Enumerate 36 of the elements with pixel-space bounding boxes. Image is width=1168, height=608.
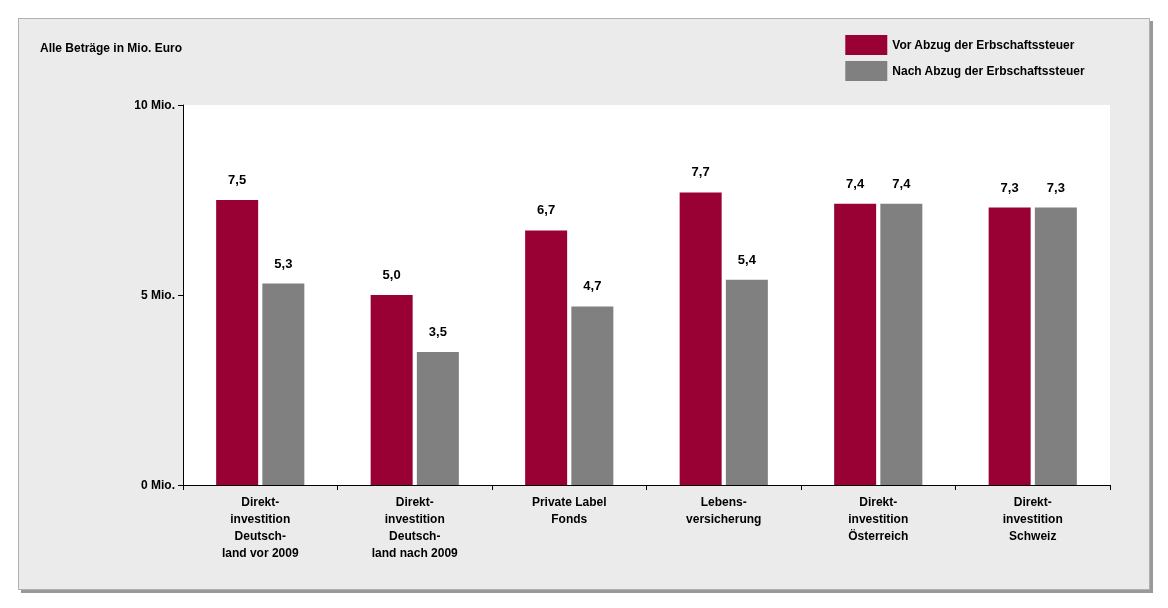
data-label: 6,7	[537, 202, 556, 218]
bar	[370, 295, 413, 485]
data-label: 5,4	[737, 251, 757, 267]
y-tick-label: 0 Mio.	[140, 478, 175, 492]
bar	[880, 203, 923, 485]
y-tick-label: 10 Mio.	[134, 98, 175, 112]
bar	[988, 207, 1031, 485]
x-tick-label: Direkt- investition Deutsch- land vor 2009	[221, 494, 299, 560]
bar	[725, 279, 768, 485]
x-tick-label: Private Label Fonds	[531, 494, 607, 526]
data-label: 7,4	[846, 175, 865, 191]
bar	[1034, 207, 1077, 485]
legend-label: Vor Abzug der Erbschaftssteuer	[892, 38, 1075, 52]
bar	[834, 203, 877, 485]
y-tick-label: 5 Mio.	[140, 288, 175, 302]
data-label: 7,3	[1046, 179, 1065, 195]
x-tick-label: Direkt- investition Deutsch- land nach 2009	[371, 494, 459, 560]
data-label: 5,3	[274, 255, 293, 271]
bar	[262, 283, 305, 485]
bar	[525, 230, 568, 485]
data-label: 5,0	[382, 267, 401, 282]
bar	[679, 192, 722, 485]
data-label: 7,4	[892, 175, 912, 191]
x-tick-label: Direkt- investition Schweiz	[1002, 494, 1063, 543]
data-label: 4,7	[583, 278, 602, 294]
bar	[571, 306, 614, 485]
bar	[416, 352, 459, 485]
bar	[216, 200, 259, 485]
x-tick-label: Lebens- versicherung	[686, 494, 762, 526]
data-label: 7,3	[1000, 179, 1019, 195]
legend-label: Nach Abzug der Erbschaftssteuer	[892, 64, 1085, 78]
data-label: 7,7	[691, 164, 710, 180]
data-label: 7,5	[228, 172, 247, 187]
chart-title: Alle Beträge in Mio. Euro	[40, 41, 183, 55]
x-tick-label: Direkt- investition Österreich	[848, 494, 909, 543]
data-label: 3,5	[428, 324, 447, 339]
